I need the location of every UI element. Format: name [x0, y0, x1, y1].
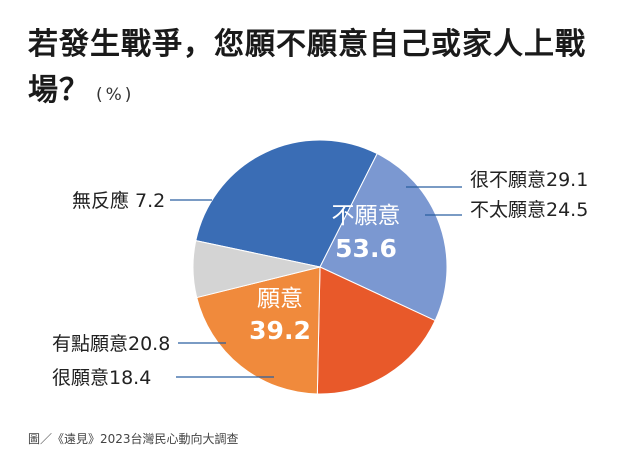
- title-unit: (%): [96, 85, 135, 105]
- group-label-1: 不願意: [332, 203, 401, 229]
- group-value-1: 53.6: [335, 234, 397, 263]
- group-value-2: 39.2: [249, 316, 311, 345]
- slice-label-2: 不太願意24.5: [470, 199, 588, 221]
- pie-slice-5: [192, 240, 321, 299]
- slice-label-4: 有點願意20.8: [52, 333, 170, 355]
- chart-title: 若發生戰爭，您願不願意自己或家人上戰場？ (%): [28, 22, 628, 118]
- slice-label-3: 很願意18.4: [52, 367, 151, 389]
- slice-label-5: 無反應 7.2: [72, 189, 165, 212]
- pie-slice-1: [195, 139, 378, 268]
- pie-chart: 很不願意29.1 不太願意24.5 很願意18.4 有點願意20.8 無反應 7.2 不願…: [52, 139, 588, 395]
- source-note: 圖／《遠見》2023台灣民心動向大調查: [28, 432, 239, 446]
- pie-slice-4: [196, 266, 321, 395]
- slice-label-1: 很不願意29.1: [470, 169, 588, 191]
- title-text: 若發生戰爭，您願不願意自己或家人上戰場？: [28, 27, 586, 108]
- group-label-2: 願意: [257, 286, 303, 312]
- pie-slice-3: [316, 266, 436, 395]
- pie-slice-2: [319, 152, 448, 322]
